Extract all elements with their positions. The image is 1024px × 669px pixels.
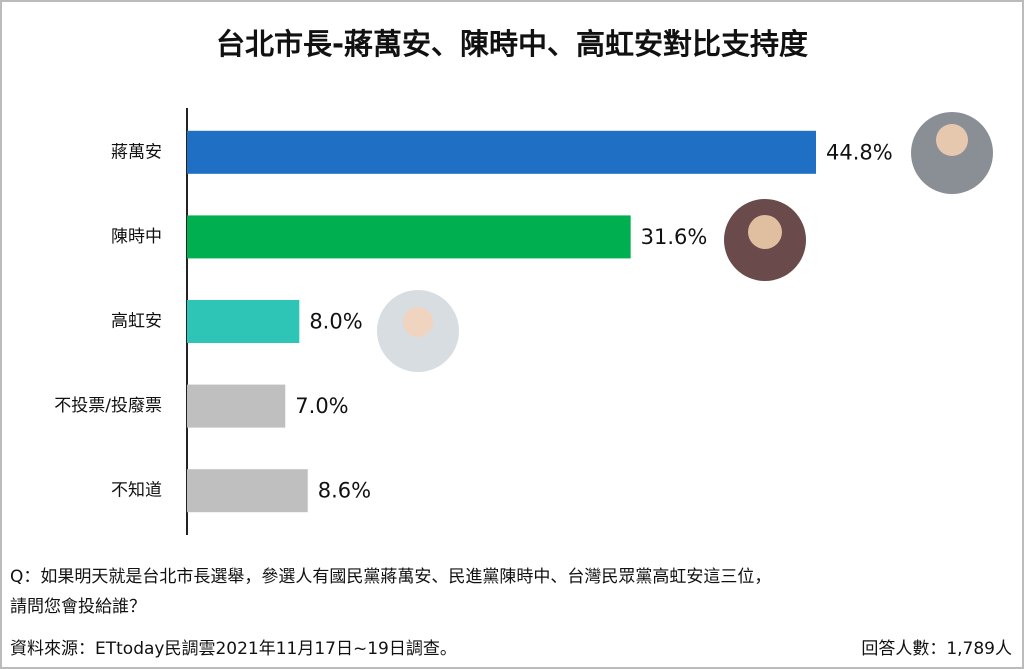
chart-title: 台北市長-蔣萬安、陳時中、高虹安對比支持度 — [216, 27, 808, 61]
bar — [187, 469, 308, 513]
category-label: 陳時中 — [111, 227, 162, 247]
category-label: 蔣萬安 — [111, 142, 162, 162]
category-label: 高虹安 — [111, 312, 162, 332]
photo-face — [748, 215, 782, 249]
value-label: 8.0% — [309, 310, 362, 334]
source: 資料來源：ETtoday民調雲2021年11月17日~19日調查。 — [10, 639, 457, 659]
value-label: 31.6% — [641, 225, 708, 249]
question: Q：如果明天就是台北市長選舉，參選人有國民黨蔣萬安、民進黨陳時中、台灣民眾黨高虹… — [10, 567, 771, 587]
bar — [187, 130, 816, 174]
category-label: 不知道 — [111, 481, 162, 501]
photo-face — [403, 307, 433, 337]
photo-face — [936, 124, 968, 156]
question-line2: 請問您會投給誰？ — [10, 597, 146, 617]
photos — [377, 112, 993, 372]
category-label: 不投票/投廢票 — [54, 396, 162, 416]
bar — [187, 300, 300, 343]
value-label: 8.6% — [318, 479, 371, 503]
value-label: 44.8% — [826, 140, 893, 164]
respondents: 回答人數：1,789人 — [861, 639, 1012, 659]
bar — [187, 384, 286, 428]
value-label: 7.0% — [295, 394, 348, 418]
bar — [187, 215, 631, 259]
